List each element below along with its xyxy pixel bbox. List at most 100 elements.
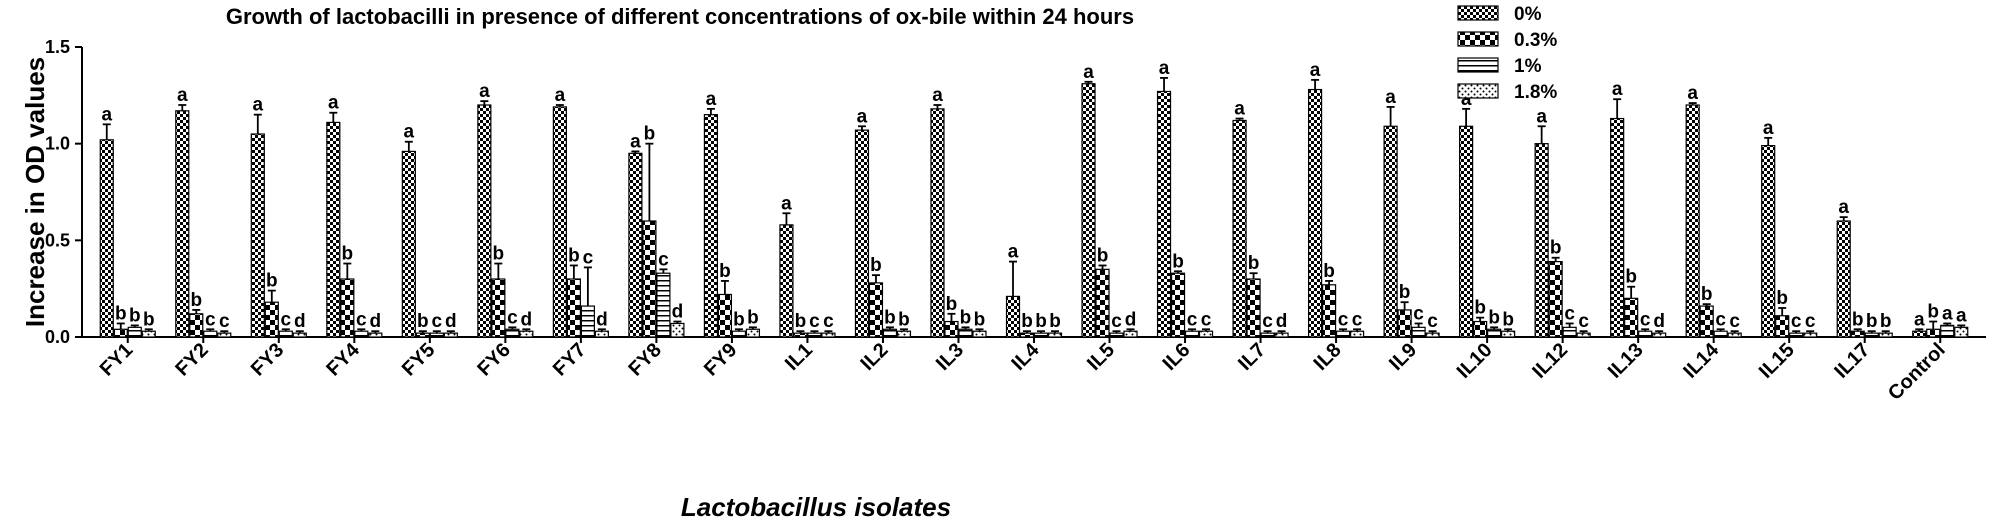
significance-label: b: [974, 309, 986, 330]
significance-label: d: [445, 311, 457, 332]
legend-swatch-1.8%: [1457, 83, 1499, 99]
x-tick-label: IL6: [1159, 339, 1195, 375]
bar-IL6-1.8%: [1198, 330, 1214, 338]
significance-label: c: [658, 249, 669, 270]
significance-label: a: [1310, 60, 1321, 81]
x-tick-label: Control: [1884, 339, 1950, 405]
significance-label: b: [946, 294, 958, 315]
significance-label: a: [328, 93, 339, 114]
bar-FY8-0.3%: [642, 220, 657, 338]
significance-label: b: [1035, 311, 1047, 332]
significance-label: c: [809, 311, 820, 332]
significance-label: b: [115, 303, 127, 324]
significance-label: b: [1172, 251, 1184, 272]
bar-FY3-0%: [250, 133, 265, 338]
bar-FY4-1%: [354, 330, 369, 338]
significance-label: a: [1083, 62, 1094, 83]
significance-label: a: [1942, 303, 1953, 324]
x-tick-label: IL3: [932, 339, 968, 375]
significance-label: c: [1791, 311, 1802, 332]
bar-Control-1.8%: [1954, 326, 1969, 338]
x-axis-title: Lactobacillus isolates: [681, 492, 951, 522]
x-tick-label: IL7: [1234, 339, 1270, 375]
bar-IL13-1%: [1638, 330, 1653, 338]
significance-label: b: [1323, 261, 1335, 282]
bar-IL17-1.8%: [1878, 332, 1893, 338]
bar-IL3-0.3%: [944, 320, 959, 338]
bar-IL1-0%: [779, 224, 794, 338]
bar-IL14-0.3%: [1699, 305, 1714, 338]
x-tick-label: FY8: [624, 339, 665, 380]
bar-IL17-1%: [1864, 332, 1879, 338]
significance-label: a: [630, 131, 641, 152]
bar-IL7-1.8%: [1274, 332, 1289, 338]
significance-label: d: [1653, 311, 1665, 332]
significance-label: b: [1776, 288, 1788, 309]
significance-label: c: [1715, 309, 1726, 330]
bar-IL9-0%: [1383, 125, 1398, 338]
bar-IL14-1%: [1713, 330, 1728, 338]
bar-FY2-1%: [203, 330, 218, 338]
bar-IL15-0.3%: [1775, 315, 1790, 338]
chart-title: Growth of lactobacilli in presence of di…: [226, 4, 1134, 29]
bar-FY8-1%: [656, 272, 671, 338]
bar-FY5-0.3%: [415, 332, 430, 338]
bar-IL4-1.8%: [1047, 332, 1063, 338]
significance-label: b: [1021, 311, 1033, 332]
bar-IL12-1.8%: [1576, 332, 1591, 338]
bar-FY1-0.3%: [113, 328, 128, 338]
significance-label: d: [521, 309, 533, 330]
bar-FY9-0.3%: [717, 293, 733, 338]
significance-label: a: [1763, 118, 1774, 139]
bar-IL1-1%: [807, 332, 822, 338]
significance-label: b: [719, 261, 731, 282]
significance-label: c: [1352, 309, 1363, 330]
x-tick-label: FY1: [96, 339, 137, 380]
significance-label: b: [644, 124, 656, 145]
bar-IL9-1%: [1411, 326, 1426, 338]
y-tick-label: 0.5: [45, 230, 70, 250]
significance-label: d: [672, 302, 684, 323]
bar-IL10-0%: [1459, 125, 1474, 338]
legend-label-0.3%: 0.3%: [1514, 30, 1557, 51]
bar-IL12-1%: [1562, 326, 1577, 338]
bar-FY5-0%: [401, 150, 416, 338]
bar-FY1-0%: [99, 139, 114, 338]
x-tick-label: FY3: [247, 339, 288, 380]
significance-label: a: [1385, 87, 1396, 108]
bar-FY6-1%: [505, 328, 520, 338]
bar-FY1-1%: [127, 326, 142, 338]
bar-FY9-1%: [731, 330, 747, 338]
bar-FY4-0.3%: [340, 278, 355, 338]
bar-IL10-0.3%: [1473, 320, 1488, 338]
bar-IL3-0%: [930, 108, 945, 338]
significance-label: b: [1097, 245, 1109, 266]
significance-label: b: [190, 290, 202, 311]
significance-label: b: [1927, 302, 1939, 323]
x-tick-label: IL8: [1310, 339, 1346, 375]
bar-FY4-1.8%: [368, 332, 383, 338]
x-tick-label: IL10: [1453, 339, 1497, 383]
significance-label: a: [1008, 242, 1019, 263]
x-tick-label: IL13: [1604, 339, 1648, 383]
significance-label: c: [432, 311, 443, 332]
bar-Control-0.3%: [1926, 328, 1941, 338]
significance-label: a: [177, 85, 188, 106]
bar-FY3-1%: [278, 330, 293, 338]
bar-IL14-0%: [1685, 104, 1700, 338]
significance-label: a: [706, 89, 717, 110]
bar-IL2-1.8%: [896, 330, 912, 338]
bar-IL8-1%: [1335, 330, 1351, 338]
significance-label: a: [1956, 305, 1967, 326]
significance-label: a: [101, 104, 112, 125]
x-tick-label: IL14: [1679, 338, 1723, 382]
y-tick-label: 1.5: [45, 37, 70, 57]
significance-label: b: [795, 311, 807, 332]
bar-FY8-1.8%: [670, 322, 685, 338]
x-tick-label: FY2: [171, 339, 212, 380]
significance-label: d: [1276, 311, 1288, 332]
bar-IL10-1%: [1487, 328, 1502, 338]
significance-label: b: [1474, 298, 1486, 319]
significance-label: c: [1187, 309, 1198, 330]
